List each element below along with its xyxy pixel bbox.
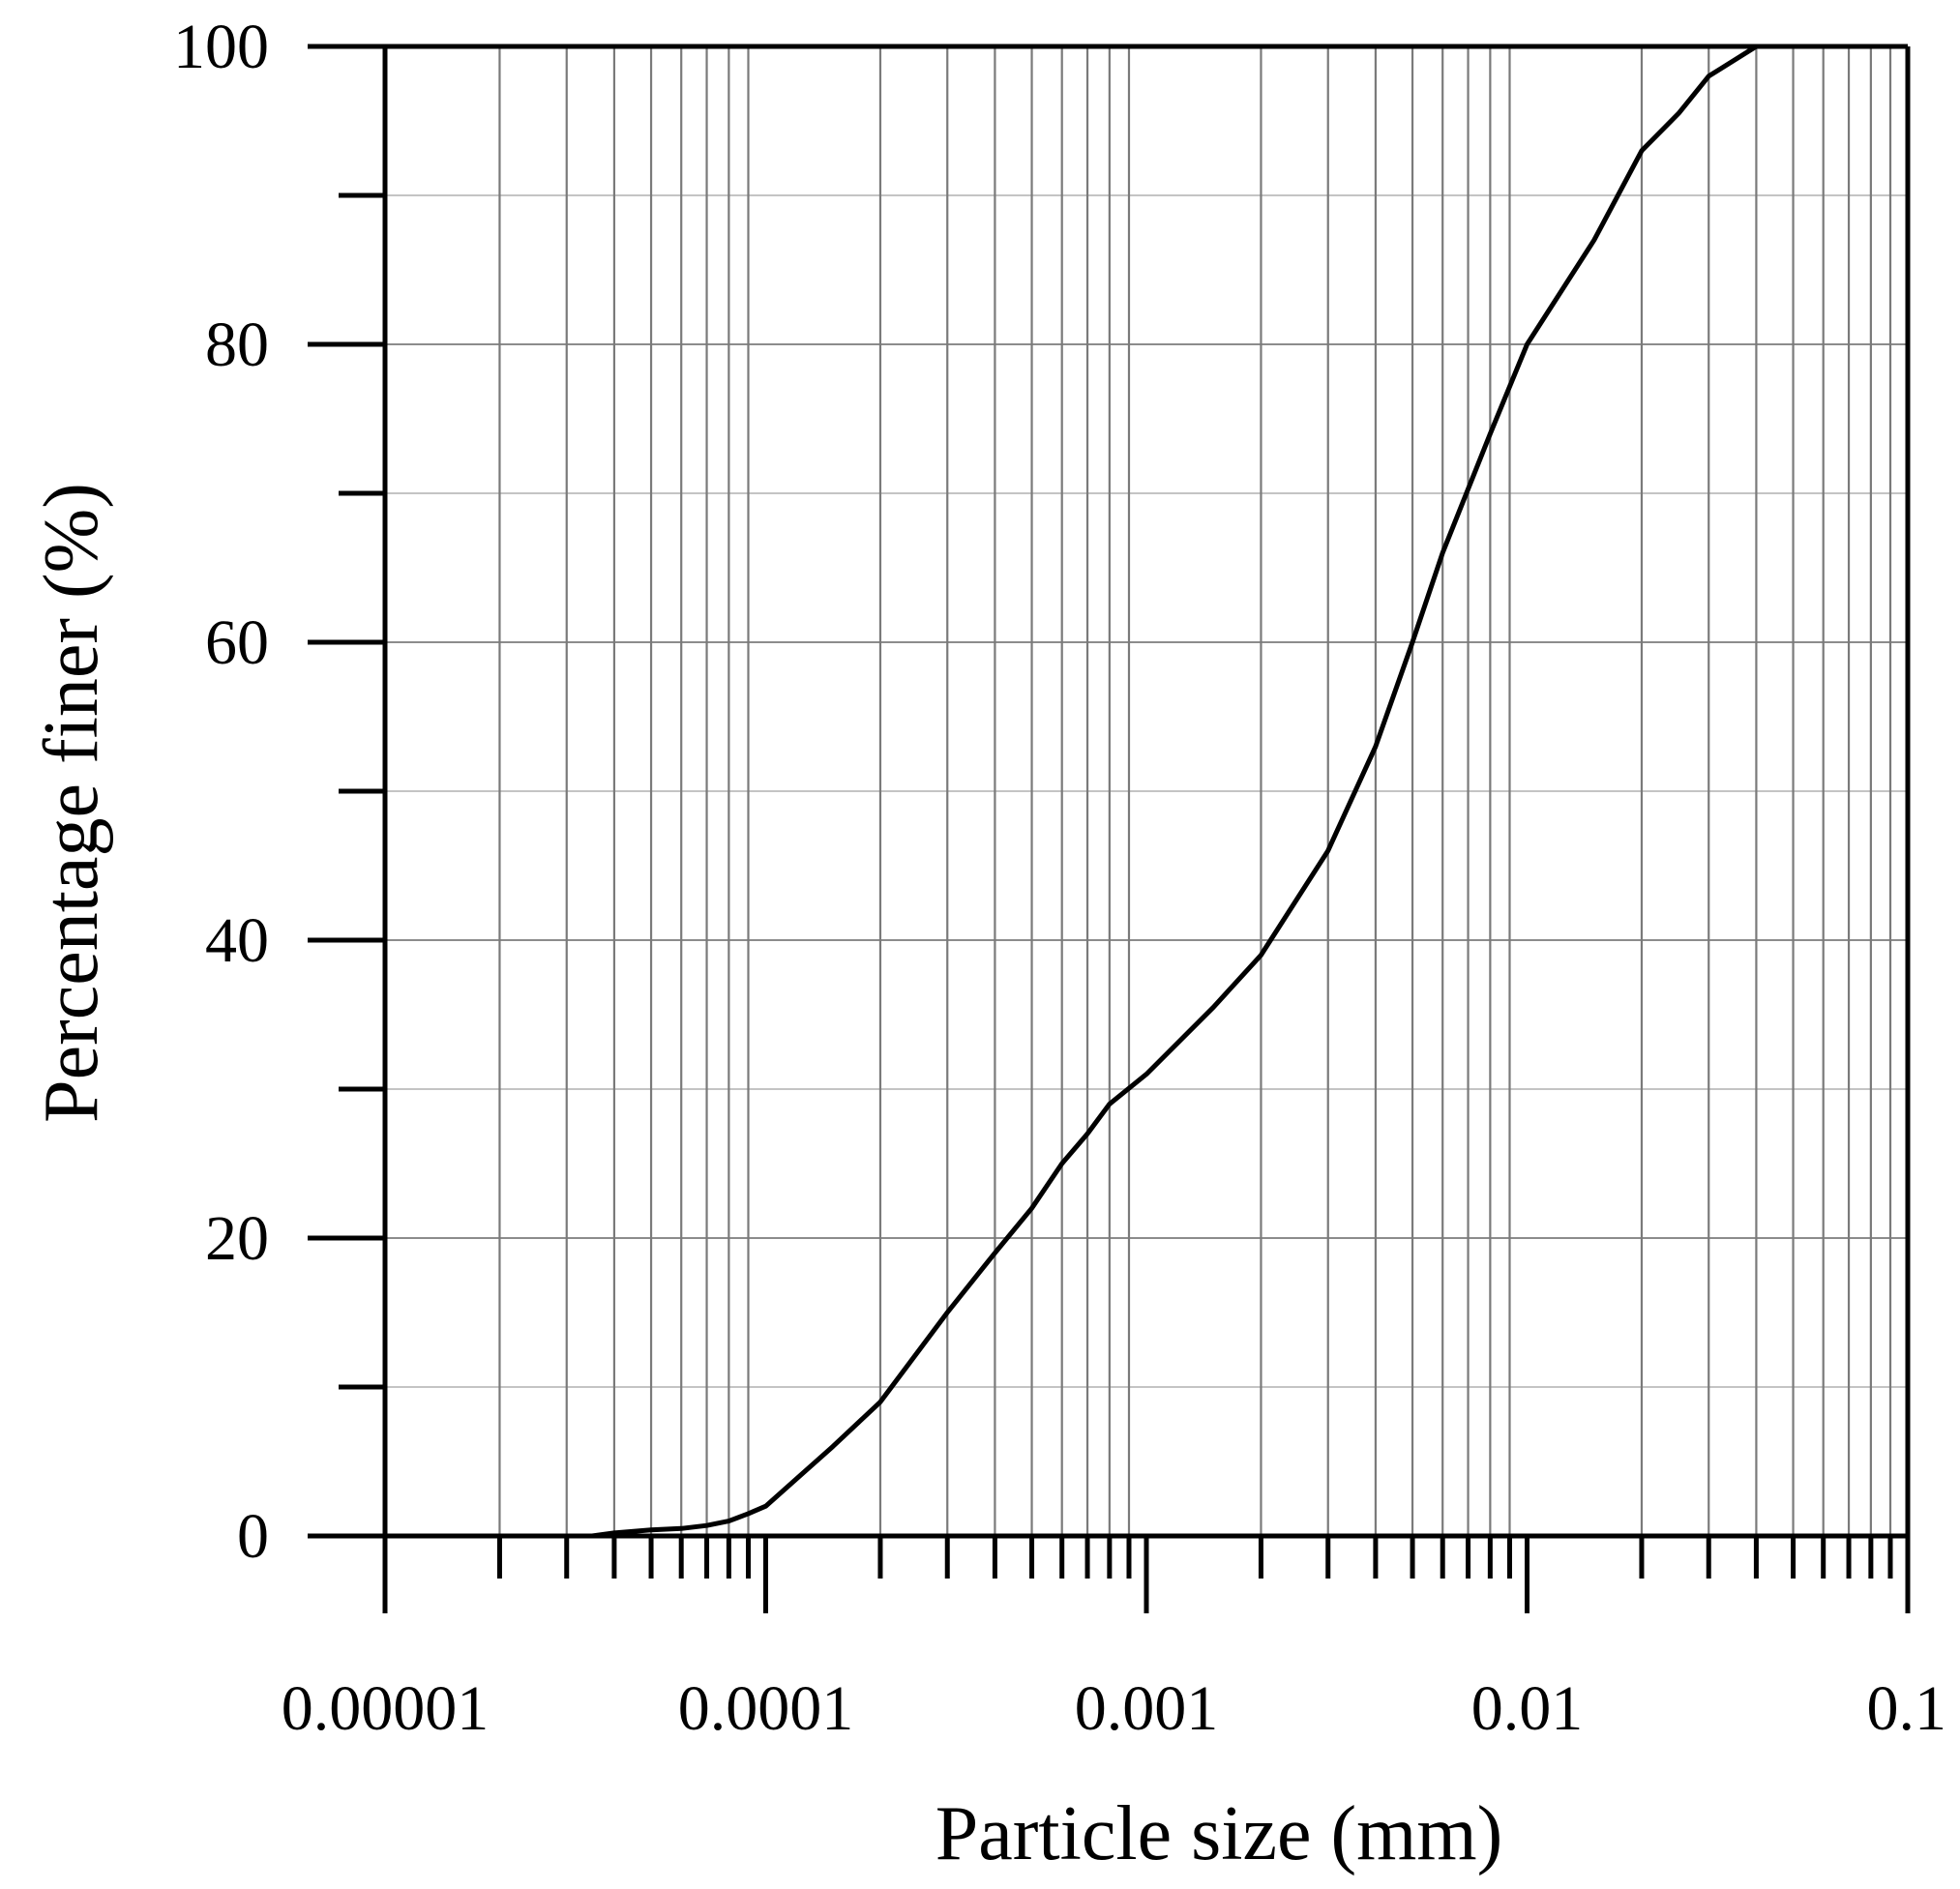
y-tick-label: 100: [173, 12, 269, 82]
y-tick-label: 60: [205, 607, 269, 678]
labels-layer: Particle size (mm) Percentage finer (%) …: [29, 12, 1946, 1876]
x-tick-label: 0.0001: [678, 1673, 854, 1744]
gradation-curve: [589, 44, 1759, 1539]
x-tick-label: 0.1: [1867, 1673, 1947, 1744]
series-layer: [589, 44, 1759, 1539]
axes-layer: [308, 44, 1911, 1613]
x-tick-label: 0.001: [1075, 1673, 1219, 1744]
x-tick-label: 0.00001: [282, 1673, 490, 1744]
y-axis-title: Percentage finer (%): [29, 483, 114, 1123]
y-tick-label: 0: [237, 1501, 269, 1572]
x-tick-label: 0.01: [1471, 1673, 1584, 1744]
grid-layer: [385, 46, 1908, 1536]
y-tick-label: 80: [205, 310, 269, 380]
y-tick-label: 40: [205, 905, 269, 976]
x-axis-title: Particle size (mm): [935, 1791, 1502, 1876]
y-tick-label: 20: [205, 1203, 269, 1274]
